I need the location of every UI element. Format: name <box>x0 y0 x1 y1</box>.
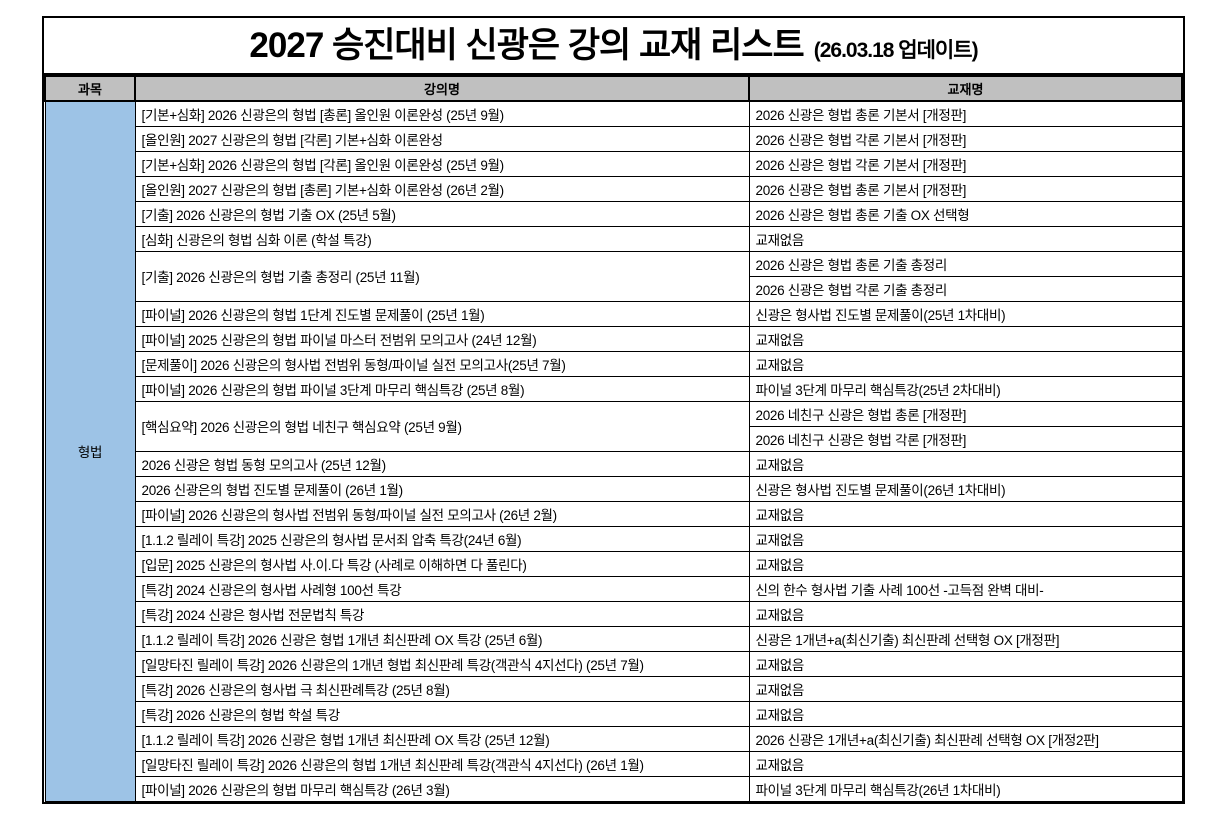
table-row: [특강] 2026 신광은의 형사법 극 최신판례특강 (25년 8월) 교재없음 <box>45 675 1183 702</box>
lecture-cell: [파이널] 2025 신광은의 형법 파이널 마스터 전범위 모의고사 (24년… <box>134 325 750 352</box>
lecture-cell: [기출] 2026 신광은의 형법 기출 총정리 (25년 11월) <box>134 250 750 302</box>
lecture-cell: [특강] 2026 신광은의 형법 학설 특강 <box>134 700 750 727</box>
table-row: [1.1.2 릴레이 특강] 2025 신광은의 형사법 문서죄 압축 특강(2… <box>45 525 1183 552</box>
course-material-table: 과목 강의명 교재명 형법 [기본+심화] 2026 신광은의 형법 [총론] 올… <box>44 75 1183 802</box>
lecture-cell: [입문] 2025 신광은의 형사법 사.이.다 특강 (사례로 이해하면 다 … <box>134 550 750 577</box>
book-cell: 교재없음 <box>748 225 1183 252</box>
lecture-cell: [심화] 신광은의 형법 심화 이론 (학설 특강) <box>134 225 750 252</box>
column-header-lecture: 강의명 <box>134 75 750 102</box>
table-row: [1.1.2 릴레이 특강] 2026 신광은 형법 1개년 최신판례 OX 특… <box>45 625 1183 652</box>
lecture-cell: [파이널] 2026 신광은의 형법 1단계 진도별 문제풀이 (25년 1월) <box>134 300 750 327</box>
lecture-cell: [일망타진 릴레이 특강] 2026 신광은의 형법 1개년 최신판례 특강(객… <box>134 750 750 777</box>
lecture-cell: 2026 신광은의 형법 진도별 문제풀이 (26년 1월) <box>134 475 750 502</box>
book-cell: 2026 신광은 1개년+a(최신기출) 최신판례 선택형 OX [개정2판] <box>748 725 1183 752</box>
course-material-sheet: 2027 승진대비 신광은 강의 교재 리스트 (26.03.18 업데이트) … <box>42 16 1185 804</box>
lecture-cell: [올인원] 2027 신광은의 형법 [총론] 기본+심화 이론완성 (26년 … <box>134 175 750 202</box>
lecture-cell: [파이널] 2026 신광은의 형사법 전범위 동형/파이널 실전 모의고사 (… <box>134 500 750 527</box>
table-row: 형법 [기본+심화] 2026 신광은의 형법 [총론] 올인원 이론완성 (25… <box>44 100 1183 802</box>
book-cell: 2026 신광은 형법 총론 기출 총정리 <box>748 250 1183 277</box>
table-row: [특강] 2024 신광은의 형사법 사례형 100선 특강 신의 한수 형사법 … <box>45 575 1183 602</box>
book-cell: 교재없음 <box>748 650 1183 677</box>
lecture-cell: [기출] 2026 신광은의 형법 기출 OX (25년 5월) <box>134 200 750 227</box>
book-cell: 2026 신광은 형법 각론 기본서 [개정판] <box>748 150 1183 177</box>
book-cell: 파이널 3단계 마무리 핵심특강(26년 1차대비) <box>748 775 1183 802</box>
book-cell: 교재없음 <box>748 675 1183 702</box>
table-row: [일망타진 릴레이 특강] 2026 신광은의 형법 1개년 최신판례 특강(객… <box>45 750 1183 777</box>
lecture-cell: [올인원] 2027 신광은의 형법 [각론] 기본+심화 이론완성 <box>134 125 750 152</box>
book-cell: 신광은 형사법 진도별 문제풀이(25년 1차대비) <box>748 300 1183 327</box>
table-row: 2026 신광은의 형법 진도별 문제풀이 (26년 1월) 신광은 형사법 진도… <box>45 475 1183 502</box>
book-cell: 2026 네친구 신광은 형법 총론 [개정판] <box>748 400 1183 427</box>
book-cell: 교재없음 <box>748 325 1183 352</box>
table-header-row: 과목 강의명 교재명 <box>44 75 1183 102</box>
table-row: [특강] 2026 신광은의 형법 학설 특강 교재없음 <box>45 700 1183 727</box>
table-row: [1.1.2 릴레이 특강] 2026 신광은 형법 1개년 최신판례 OX 특… <box>45 725 1183 752</box>
lecture-cell: [1.1.2 릴레이 특강] 2025 신광은의 형사법 문서죄 압축 특강(2… <box>134 525 750 552</box>
book-cell: 교재없음 <box>748 450 1183 477</box>
book-cell: 2026 신광은 형법 총론 기출 OX 선택형 <box>748 200 1183 227</box>
table-row: [일망타진 릴레이 특강] 2026 신광은의 1개년 형법 최신판례 특강(객… <box>45 650 1183 677</box>
book-cell: 2026 신광은 형법 총론 기본서 [개정판] <box>748 175 1183 202</box>
table-row: [파이널] 2025 신광은의 형법 파이널 마스터 전범위 모의고사 (24년… <box>45 325 1183 352</box>
book-cell: 신광은 형사법 진도별 문제풀이(26년 1차대비) <box>748 475 1183 502</box>
book-cell: 교재없음 <box>748 700 1183 727</box>
table-row: [파이널] 2026 신광은의 형법 1단계 진도별 문제풀이 (25년 1월)… <box>45 300 1183 327</box>
book-cell: 교재없음 <box>748 750 1183 777</box>
table-row: [핵심요약] 2026 신광은의 형법 네친구 핵심요약 (25년 9월) 202… <box>45 400 1183 452</box>
lecture-cell: [파이널] 2026 신광은의 형법 마무리 핵심특강 (26년 3월) <box>134 775 750 802</box>
lecture-cell: [핵심요약] 2026 신광은의 형법 네친구 핵심요약 (25년 9월) <box>134 400 750 452</box>
book-cell: 2026 신광은 형법 각론 기본서 [개정판] <box>748 125 1183 152</box>
table-row: [올인원] 2027 신광은의 형법 [각론] 기본+심화 이론완성 2026 신… <box>45 125 1183 152</box>
table-row: 2026 신광은 형법 각론 기출 총정리 <box>45 275 1183 302</box>
book-cell: 교재없음 <box>748 525 1183 552</box>
table-row: [파이널] 2026 신광은의 형법 마무리 핵심특강 (26년 3월) 파이널 … <box>45 775 1183 802</box>
lecture-cell: [특강] 2024 신광은의 형사법 사례형 100선 특강 <box>134 575 750 602</box>
table-body: 형법 [기본+심화] 2026 신광은의 형법 [총론] 올인원 이론완성 (25… <box>44 100 1183 802</box>
page-title-update-date: (26.03.18 업데이트) <box>813 39 979 62</box>
lecture-cell: [기본+심화] 2026 신광은의 형법 [총론] 올인원 이론완성 (25년 … <box>134 100 750 127</box>
table-row: 2026 신광은 형법 동형 모의고사 (25년 12월) 교재없음 <box>45 450 1183 477</box>
book-cell: 교재없음 <box>748 500 1183 527</box>
table-row: [기출] 2026 신광은의 형법 기출 총정리 (25년 11월) 2026 신… <box>45 250 1183 302</box>
column-header-book: 교재명 <box>748 75 1183 102</box>
table-row: [기출] 2026 신광은의 형법 기출 OX (25년 5월) 2026 신광은… <box>45 200 1183 227</box>
table-row: [파이널] 2026 신광은의 형사법 전범위 동형/파이널 실전 모의고사 (… <box>45 500 1183 527</box>
book-cell: 2026 네친구 신광은 형법 각론 [개정판] <box>748 425 1183 452</box>
subject-cell: 형법 <box>44 100 136 802</box>
table-row: [파이널] 2026 신광은의 형법 파이널 3단계 마무리 핵심특강 (25년… <box>45 375 1183 402</box>
book-cell: 신의 한수 형사법 기출 사례 100선 -고득점 완벽 대비- <box>748 575 1183 602</box>
table-row: [심화] 신광은의 형법 심화 이론 (학설 특강) 교재없음 <box>45 225 1183 252</box>
book-cell: 교재없음 <box>748 550 1183 577</box>
page-title: 2027 승진대비 신광은 강의 교재 리스트 (26.03.18 업데이트) <box>44 18 1183 75</box>
book-cell: 교재없음 <box>748 350 1183 377</box>
lecture-cell: [특강] 2026 신광은의 형사법 극 최신판례특강 (25년 8월) <box>134 675 750 702</box>
lecture-cell: [일망타진 릴레이 특강] 2026 신광은의 1개년 형법 최신판례 특강(객… <box>134 650 750 677</box>
lecture-cell: [기본+심화] 2026 신광은의 형법 [각론] 올인원 이론완성 (25년 … <box>134 150 750 177</box>
lecture-cell: [1.1.2 릴레이 특강] 2026 신광은 형법 1개년 최신판례 OX 특… <box>134 725 750 752</box>
table-row: [특강] 2024 신광은 형사법 전문법칙 특강 교재없음 <box>45 600 1183 627</box>
page-title-main: 2027 승진대비 신광은 강의 교재 리스트 <box>249 26 804 65</box>
table-row: [문제풀이] 2026 신광은의 형사법 전범위 동형/파이널 실전 모의고사(… <box>45 350 1183 377</box>
lecture-cell: [특강] 2024 신광은 형사법 전문법칙 특강 <box>134 600 750 627</box>
lecture-cell: [문제풀이] 2026 신광은의 형사법 전범위 동형/파이널 실전 모의고사(… <box>134 350 750 377</box>
book-cell: 신광은 1개년+a(최신기출) 최신판례 선택형 OX [개정판] <box>748 625 1183 652</box>
table-row: [올인원] 2027 신광은의 형법 [총론] 기본+심화 이론완성 (26년 … <box>45 175 1183 202</box>
table-row: [입문] 2025 신광은의 형사법 사.이.다 특강 (사례로 이해하면 다 … <box>45 550 1183 577</box>
column-header-subject: 과목 <box>44 75 136 102</box>
table-row: [기본+심화] 2026 신광은의 형법 [각론] 올인원 이론완성 (25년 … <box>45 150 1183 177</box>
lecture-cell: [1.1.2 릴레이 특강] 2026 신광은 형법 1개년 최신판례 OX 특… <box>134 625 750 652</box>
lecture-cell: 2026 신광은 형법 동형 모의고사 (25년 12월) <box>134 450 750 477</box>
book-cell: 2026 신광은 형법 총론 기본서 [개정판] <box>748 100 1183 127</box>
lecture-cell: [파이널] 2026 신광은의 형법 파이널 3단계 마무리 핵심특강 (25년… <box>134 375 750 402</box>
book-cell: 파이널 3단계 마무리 핵심특강(25년 2차대비) <box>748 375 1183 402</box>
table-row: 2026 네친구 신광은 형법 각론 [개정판] <box>45 425 1183 452</box>
book-cell: 2026 신광은 형법 각론 기출 총정리 <box>748 275 1183 302</box>
book-cell: 교재없음 <box>748 600 1183 627</box>
